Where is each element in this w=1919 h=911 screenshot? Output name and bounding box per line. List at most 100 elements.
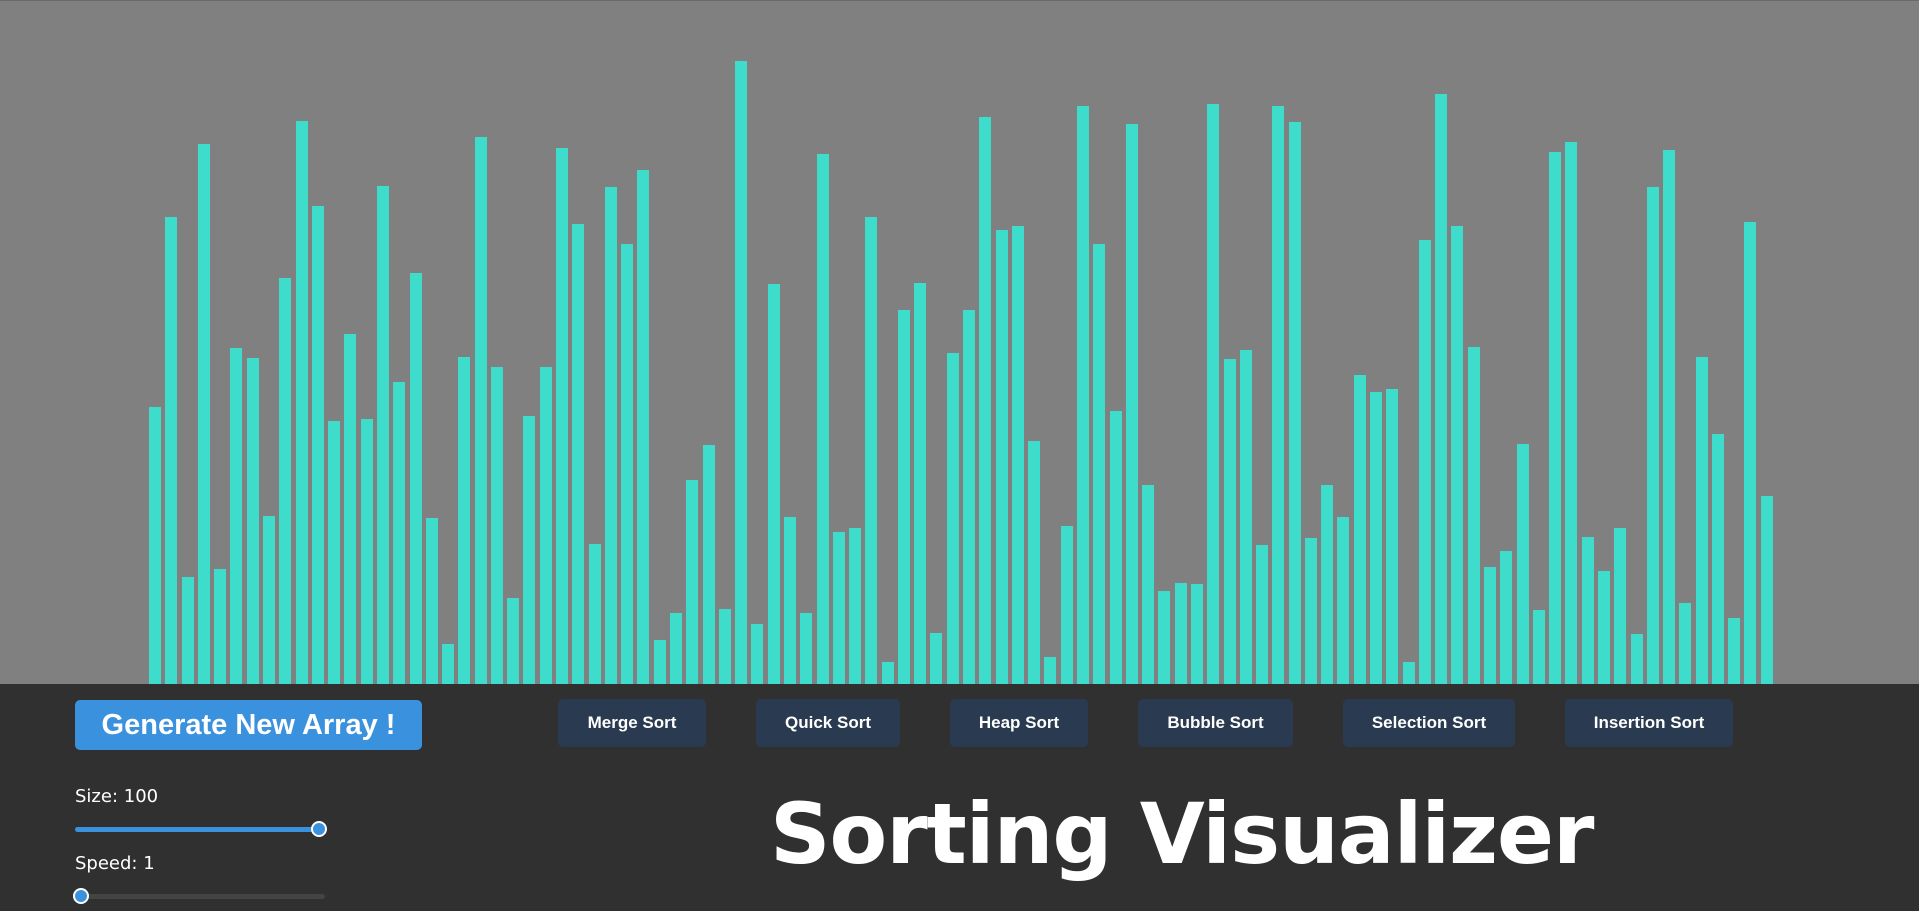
size-slider[interactable] <box>75 821 327 837</box>
size-label: Size: 100 <box>75 786 159 807</box>
array-bar <box>149 407 161 684</box>
heap-sort-button[interactable]: Heap Sort <box>950 699 1088 747</box>
array-bar <box>979 117 992 684</box>
array-bar <box>1223 359 1236 684</box>
array-bar <box>474 137 487 684</box>
array-bar <box>442 644 454 684</box>
array-bar <box>1695 357 1708 684</box>
speed-label: Speed: 1 <box>75 853 155 874</box>
array-bar <box>653 640 666 684</box>
array-bar <box>1077 106 1089 684</box>
array-bar <box>1711 434 1724 684</box>
array-bar <box>458 357 471 684</box>
array-bar <box>881 662 894 684</box>
array-bar <box>1549 152 1562 684</box>
array-bar <box>1386 389 1399 684</box>
array-bar <box>197 144 210 684</box>
array-bar <box>1516 444 1529 684</box>
array-bar <box>849 528 861 684</box>
array-bar <box>1679 603 1692 684</box>
array-bar <box>637 170 650 684</box>
array-bar <box>263 516 275 684</box>
array-bar <box>1532 610 1545 684</box>
array-bar <box>816 154 829 684</box>
array-bar <box>1353 375 1366 684</box>
array-bar <box>832 532 845 684</box>
array-bar <box>1142 485 1155 684</box>
array-bar <box>1451 226 1464 684</box>
array-bar <box>783 517 796 684</box>
array-bar <box>1256 545 1268 684</box>
array-bar <box>1728 618 1741 684</box>
array-bar <box>1304 538 1317 684</box>
quick-sort-button[interactable]: Quick Sort <box>756 699 900 747</box>
array-bar <box>181 577 194 684</box>
array-bar <box>1744 222 1757 684</box>
array-bar <box>604 187 617 684</box>
array-bar <box>946 353 959 684</box>
bubble-sort-button[interactable]: Bubble Sort <box>1138 699 1293 747</box>
merge-sort-button[interactable]: Merge Sort <box>558 699 706 747</box>
array-bar <box>735 61 748 684</box>
array-bar <box>1125 124 1138 684</box>
array-bar <box>376 186 389 684</box>
array-bar <box>767 284 780 684</box>
array-bar <box>523 416 536 684</box>
array-bar <box>360 419 373 684</box>
array-bar <box>165 217 178 684</box>
array-bar <box>214 569 227 684</box>
array-bar <box>800 613 813 684</box>
array-bar <box>1467 347 1480 684</box>
array-bar <box>490 367 503 684</box>
selection-sort-button[interactable]: Selection Sort <box>1343 699 1515 747</box>
array-bar <box>1093 244 1106 684</box>
array-bar <box>1484 567 1496 684</box>
array-bar <box>718 609 731 684</box>
size-slider-thumb[interactable] <box>311 821 327 837</box>
array-bar <box>1321 485 1334 684</box>
page-title: Sorting Visualizer <box>770 785 1594 883</box>
array-bars-area <box>0 0 1919 684</box>
array-bar <box>572 224 585 684</box>
array-bar <box>1174 583 1187 684</box>
speed-slider[interactable] <box>73 888 325 904</box>
size-slider-fill <box>75 827 319 832</box>
array-bar <box>897 310 910 684</box>
array-bar <box>963 310 975 684</box>
array-bar <box>556 148 568 684</box>
array-bar <box>328 421 341 684</box>
array-bar <box>1663 150 1675 684</box>
array-bar <box>344 334 357 684</box>
array-bar <box>930 633 943 684</box>
array-bar <box>246 358 259 684</box>
array-bar <box>1435 94 1448 684</box>
array-bar <box>751 624 764 684</box>
array-bar <box>1402 662 1415 684</box>
array-bar <box>1207 104 1220 684</box>
array-bar <box>1011 226 1024 684</box>
array-bar <box>1239 350 1252 684</box>
array-bar <box>1630 634 1643 684</box>
array-bar <box>507 598 520 684</box>
array-bar <box>295 121 308 684</box>
array-bar <box>409 273 422 684</box>
array-bar <box>279 278 292 684</box>
array-bar <box>1597 571 1610 684</box>
array-bar <box>311 206 324 684</box>
array-bar <box>1370 392 1382 684</box>
array-bar <box>995 230 1008 684</box>
array-bar <box>1288 122 1301 684</box>
array-bar <box>1028 441 1041 684</box>
insertion-sort-button[interactable]: Insertion Sort <box>1565 699 1733 747</box>
array-bar <box>539 367 552 684</box>
array-bar <box>670 613 682 684</box>
speed-slider-thumb[interactable] <box>73 888 89 904</box>
array-bar <box>393 382 406 684</box>
array-bar <box>1109 411 1122 684</box>
generate-new-array-button[interactable]: Generate New Array ! <box>75 700 422 750</box>
array-bar <box>1272 106 1285 684</box>
array-bar <box>1760 496 1773 684</box>
control-panel: Generate New Array ! Merge Sort Quick So… <box>0 684 1919 911</box>
array-bar <box>1337 517 1350 684</box>
array-bar <box>914 283 927 684</box>
